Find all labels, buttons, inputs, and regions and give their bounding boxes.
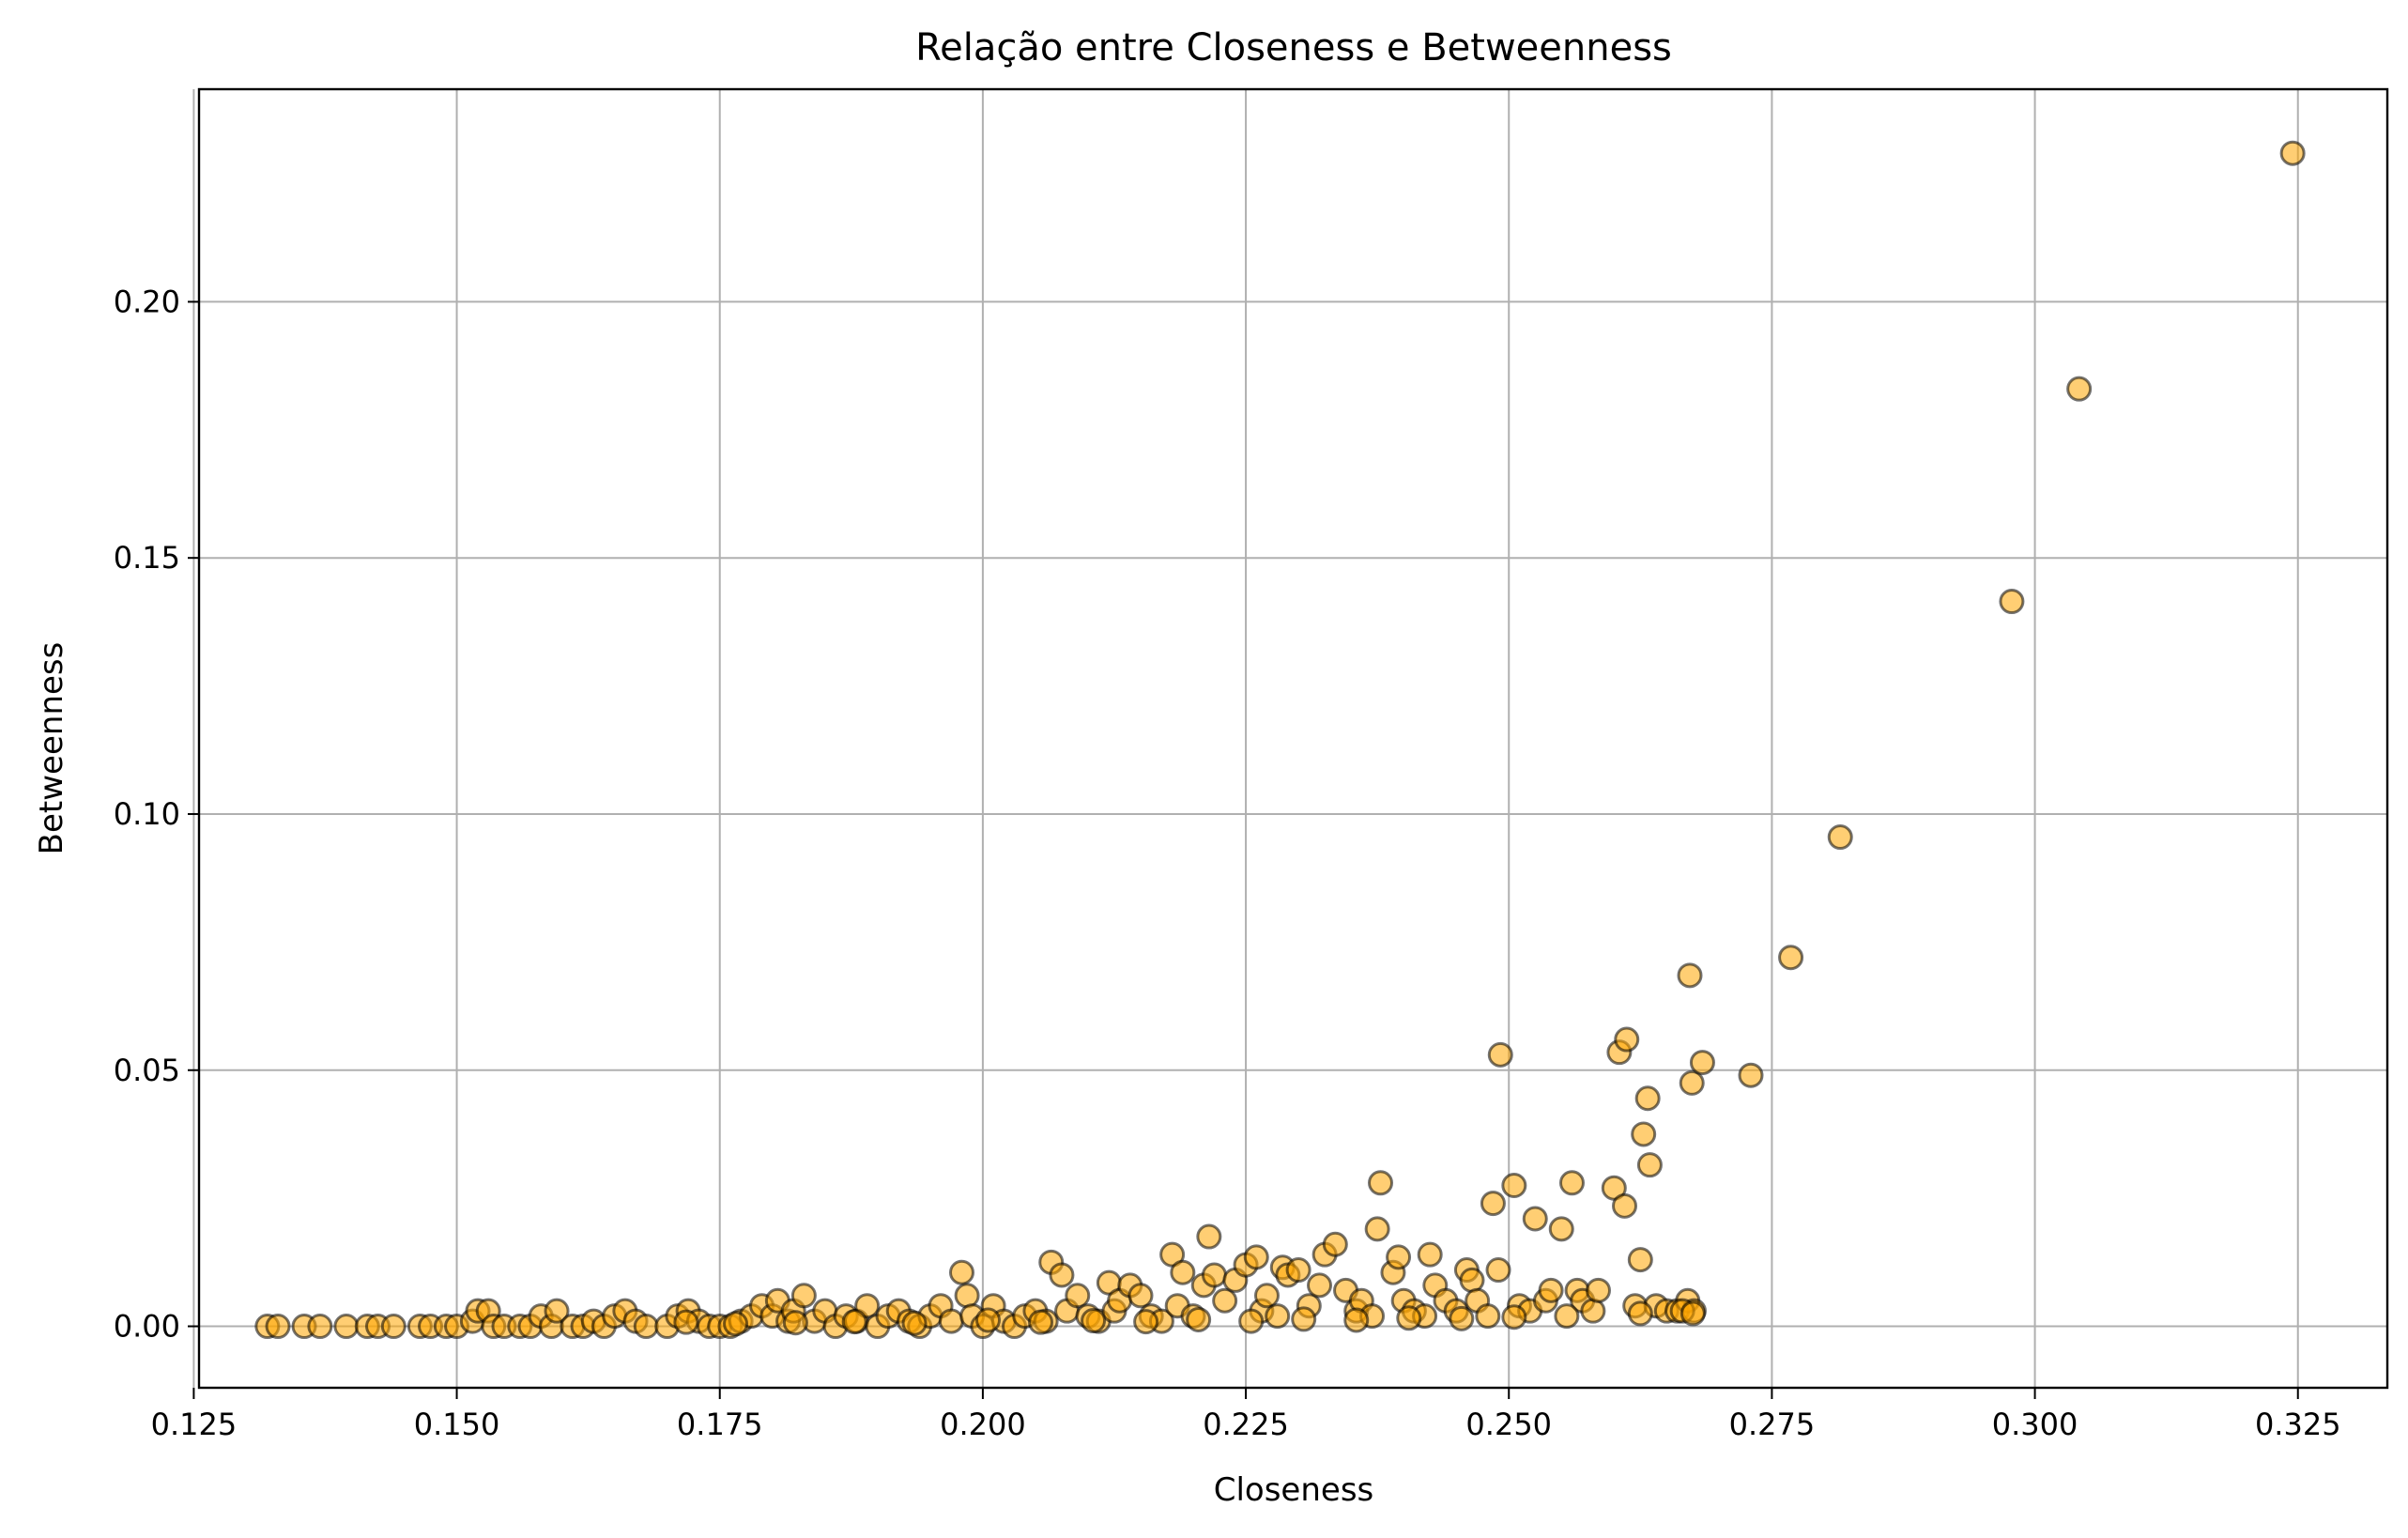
scatter-point <box>1614 1026 1640 1053</box>
scatter-point <box>1631 1121 1657 1147</box>
scatter-point <box>1285 1257 1311 1284</box>
scatter-point <box>1238 1308 1265 1334</box>
y-tick-label: 0.10 <box>114 796 180 832</box>
scatter-point <box>1170 1259 1196 1285</box>
scatter-point <box>673 1309 699 1335</box>
x-tick-label: 0.200 <box>940 1407 1026 1442</box>
scatter-point <box>1627 1300 1653 1327</box>
scatter-point <box>1049 1262 1075 1288</box>
x-axis-label: Closeness <box>1214 1471 1374 1509</box>
x-tick-label: 0.175 <box>677 1407 763 1442</box>
x-tick-label: 0.125 <box>151 1407 238 1442</box>
scatter-point <box>1459 1267 1485 1293</box>
scatter-point <box>1386 1244 1412 1270</box>
scatter-point <box>841 1309 867 1335</box>
scatter-point <box>1501 1173 1527 1199</box>
scatter-point <box>1065 1283 1091 1309</box>
scatter-point <box>1133 1309 1159 1335</box>
scatter-point <box>544 1298 570 1324</box>
scatter-point <box>1677 962 1703 989</box>
x-axis-ticks: 0.125 0.150 0.175 0.200 0.225 0.250 0.275 0.300… <box>151 1388 2341 1442</box>
scatter-point <box>1480 1191 1506 1217</box>
scatter-point <box>1738 1062 1764 1088</box>
x-tick-label: 0.300 <box>1992 1407 2078 1442</box>
scatter-point <box>723 1311 749 1337</box>
scatter-point <box>1636 1152 1663 1178</box>
scatter-point <box>1485 1257 1511 1284</box>
scatter-point <box>1265 1303 1291 1330</box>
plot-frame <box>197 87 2389 1390</box>
scatter-point <box>1343 1307 1370 1333</box>
scatter-point <box>1487 1041 1513 1068</box>
scatter-point <box>1212 1287 1238 1314</box>
y-tick-label: 0.15 <box>114 540 180 576</box>
scatter-point <box>1538 1277 1564 1303</box>
scatter-point <box>1580 1298 1606 1324</box>
y-tick-label: 0.20 <box>114 284 180 319</box>
scatter-point <box>1196 1223 1222 1250</box>
scatter-point <box>1634 1085 1661 1112</box>
scatter-point <box>1307 1272 1333 1299</box>
scatter-point <box>948 1259 974 1285</box>
scatter-point <box>633 1314 659 1340</box>
scatter-point <box>2066 376 2093 402</box>
scatter-point <box>1627 1247 1653 1273</box>
scatter-point <box>1127 1283 1154 1309</box>
scatter-point <box>1291 1306 1317 1332</box>
scatter-point <box>1417 1241 1443 1268</box>
chart-title: Relação entre Closeness e Betweenness <box>915 26 1672 69</box>
scatter-point <box>1554 1303 1580 1330</box>
y-axis-label: Betweenness <box>33 642 70 855</box>
scatter-point <box>901 1310 928 1336</box>
scatter-point <box>1396 1305 1422 1331</box>
x-tick-label: 0.325 <box>2255 1407 2341 1442</box>
scatter-point <box>380 1314 406 1340</box>
scatter-point <box>1501 1304 1527 1330</box>
scatter-point <box>790 1283 817 1309</box>
scatter-point <box>938 1308 964 1334</box>
scatter-point <box>1778 945 1804 971</box>
scatter-point <box>1364 1216 1390 1242</box>
scatter-point <box>307 1314 333 1340</box>
y-tick-label: 0.05 <box>114 1053 180 1088</box>
scatter-point <box>1612 1192 1638 1219</box>
y-tick-label: 0.00 <box>114 1309 180 1345</box>
scatter-point <box>1689 1050 1715 1076</box>
y-axis-ticks: 0.00 0.05 0.10 0.15 0.20 <box>114 284 199 1345</box>
scatter-point <box>1186 1306 1212 1332</box>
scatter-point <box>2279 140 2306 166</box>
scatter-point <box>975 1307 1002 1333</box>
scatter-point <box>1999 589 2025 615</box>
x-tick-label: 0.225 <box>1203 1407 1289 1442</box>
scatter-point <box>1548 1216 1574 1242</box>
scatter-point <box>1449 1305 1475 1331</box>
scatter-point <box>782 1310 808 1336</box>
x-tick-label: 0.150 <box>414 1407 500 1442</box>
scatter-point <box>1253 1283 1280 1309</box>
x-tick-label: 0.250 <box>1465 1407 1552 1442</box>
scatter-point <box>1028 1309 1054 1335</box>
scatter-point <box>1679 1300 1706 1327</box>
scatter-point <box>265 1314 291 1340</box>
scatter-point <box>1201 1262 1227 1288</box>
scatter-point <box>1679 1069 1705 1096</box>
scatter-point <box>1522 1206 1548 1232</box>
points-layer <box>254 140 2306 1340</box>
scatter-point <box>1322 1231 1348 1257</box>
x-tick-label: 0.275 <box>1729 1407 1816 1442</box>
grid-layer <box>192 89 2387 1388</box>
scatter-point <box>1475 1303 1501 1330</box>
scatter-point <box>1558 1170 1585 1196</box>
scatter-point <box>1827 824 1853 851</box>
scatter-point <box>1585 1277 1611 1303</box>
scatter-point <box>954 1283 980 1309</box>
scatter-point <box>1243 1244 1269 1270</box>
scatter-point <box>333 1314 360 1340</box>
scatter-point <box>1368 1170 1394 1196</box>
scatter-point <box>1081 1308 1107 1334</box>
